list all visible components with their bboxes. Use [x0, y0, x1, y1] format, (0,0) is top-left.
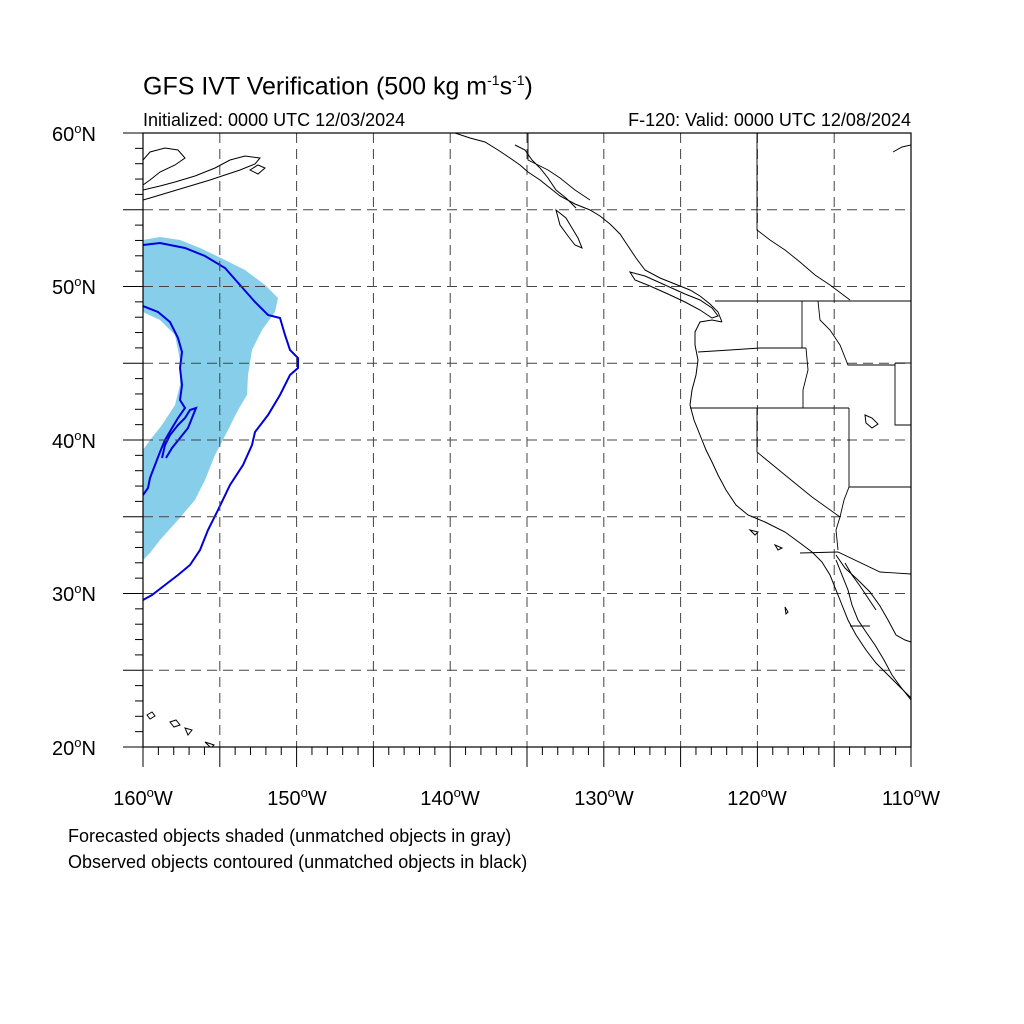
title-main: GFS IVT Verification (500 kg m [143, 72, 488, 101]
axis-ticks [123, 132, 912, 767]
lat-label-50: 50oN [52, 274, 96, 299]
lon-label-120: 120oW [727, 785, 787, 810]
legend-forecast-note: Forecasted objects shaded (unmatched obj… [68, 826, 512, 846]
observed-object-contour-inner [143, 305, 187, 496]
title-exp1: -1 [487, 72, 500, 88]
observed-object-contour [143, 241, 299, 601]
legend-observed-note: Observed objects contoured (unmatched ob… [68, 852, 528, 872]
title-mid: s [499, 72, 513, 101]
coastline [143, 133, 911, 747]
lon-label-150: 150oW [267, 785, 327, 810]
lat-label-30: 30oN [52, 581, 96, 606]
lat-label-40: 40oN [52, 428, 96, 453]
longitude-labels: 160oW 150oW 140oW 130oW 120oW 110oW [113, 785, 940, 810]
political-boundaries [527, 133, 911, 627]
latitude-labels: 60oN 50oN 40oN 30oN 20oN [52, 121, 96, 760]
forecast-object-gap [143, 312, 180, 450]
forecast-object [143, 237, 278, 560]
valid-label: F-120: Valid: 0000 UTC 12/08/2024 [628, 110, 911, 130]
lon-label-140: 140oW [420, 785, 480, 810]
lon-label-110: 110oW [882, 785, 940, 810]
lat-label-60: 60oN [52, 121, 96, 146]
lon-label-130: 130oW [574, 785, 634, 810]
title-end: ) [524, 72, 533, 101]
initialized-label: Initialized: 0000 UTC 12/03/2024 [143, 110, 406, 130]
figure-title: GFS IVT Verification (500 kg m-1s-1) [143, 72, 533, 101]
lon-label-160: 160oW [113, 785, 173, 810]
title-exp2: -1 [512, 72, 525, 88]
lat-label-20: 20oN [52, 735, 96, 760]
lat-lon-grid [143, 133, 911, 747]
